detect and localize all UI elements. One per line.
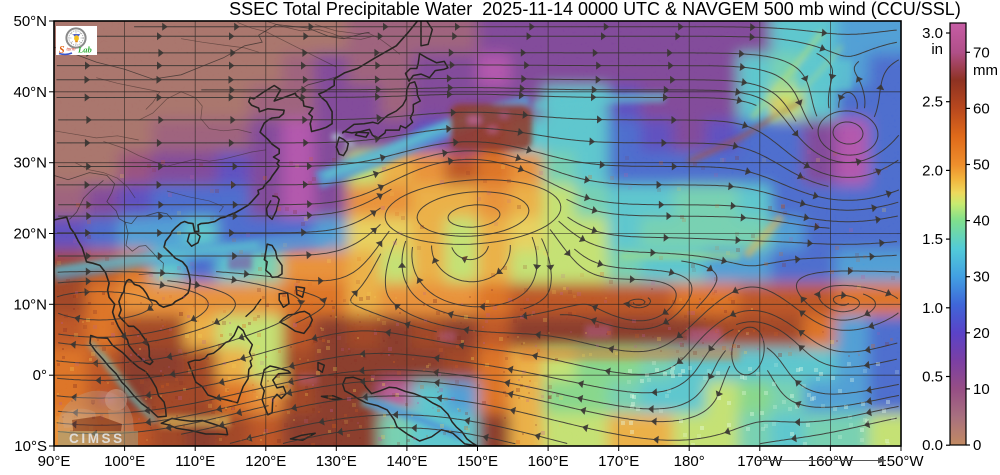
svg-text:160°E: 160°E <box>528 453 569 470</box>
svg-text:mm: mm <box>973 62 998 79</box>
svg-text:3.0: 3.0 <box>922 25 943 42</box>
svg-text:1.0: 1.0 <box>922 300 943 317</box>
svg-text:0.5: 0.5 <box>922 369 943 386</box>
svg-text:30: 30 <box>973 269 990 286</box>
svg-text:20°N: 20°N <box>13 226 47 243</box>
svg-text:10°N: 10°N <box>13 296 47 313</box>
svg-text:150°W: 150°W <box>878 453 924 470</box>
svg-text:S: S <box>59 45 65 56</box>
svg-text:70: 70 <box>973 44 990 61</box>
svg-text:50°N: 50°N <box>13 13 47 30</box>
svg-text:50: 50 <box>973 157 990 174</box>
svg-text:180°: 180° <box>674 453 705 470</box>
svg-text:0: 0 <box>973 437 981 454</box>
svg-text:40: 40 <box>973 213 990 230</box>
svg-text:60: 60 <box>973 100 990 117</box>
svg-text:torm: torm <box>67 47 76 52</box>
svg-text:2.5: 2.5 <box>922 94 943 111</box>
svg-text:in: in <box>931 41 943 58</box>
svg-text:160°W: 160°W <box>808 453 854 470</box>
svg-text:10°S: 10°S <box>14 438 47 455</box>
svg-text:SSEC Total Precipitable Water: SSEC Total Precipitable Water 2025-11-14… <box>229 0 961 19</box>
svg-text:150°E: 150°E <box>457 453 498 470</box>
svg-text:CIMSS: CIMSS <box>69 431 125 446</box>
svg-text:Lab: Lab <box>77 45 92 55</box>
svg-text:140°E: 140°E <box>386 453 427 470</box>
svg-text:20: 20 <box>973 325 990 342</box>
svg-text:10: 10 <box>973 381 990 398</box>
svg-text:130°E: 130°E <box>316 453 357 470</box>
svg-text:0.0: 0.0 <box>922 437 943 454</box>
svg-text:110°E: 110°E <box>175 453 215 470</box>
svg-text:0°: 0° <box>33 367 47 384</box>
svg-text:100°E: 100°E <box>104 453 145 470</box>
svg-text:2.0: 2.0 <box>922 162 943 179</box>
svg-text:30°N: 30°N <box>13 155 47 172</box>
svg-text:170°W: 170°W <box>737 453 783 470</box>
svg-text:120°E: 120°E <box>245 453 286 470</box>
svg-text:170°E: 170°E <box>598 453 639 470</box>
svg-text:40°N: 40°N <box>13 84 47 101</box>
svg-text:1.5: 1.5 <box>922 231 943 248</box>
svg-text:90°E: 90°E <box>38 453 71 470</box>
